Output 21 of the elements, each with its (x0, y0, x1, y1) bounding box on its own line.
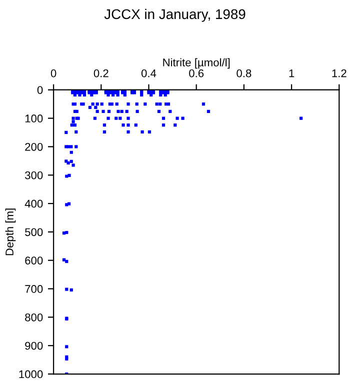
y-tick-label: 900 (25, 342, 43, 350)
x-tick-label: 1 (289, 69, 294, 78)
x-axis-title: Nitrite [µmol/l] (163, 58, 230, 69)
x-tick-label: 0 (50, 69, 56, 78)
y-tick-label: 100 (25, 114, 43, 122)
chart-title: JCCX in January, 1989 (104, 8, 246, 22)
y-tick-label: 500 (25, 228, 43, 236)
x-tick-label: 0.4 (141, 69, 156, 78)
y-tick-label: 700 (25, 285, 43, 293)
x-tick-label: 0.2 (94, 69, 108, 78)
y-tick-label: 600 (25, 256, 43, 264)
y-tick-label: 200 (25, 142, 43, 151)
x-tick-label: 0.6 (189, 69, 204, 78)
y-tick-label: 400 (24, 200, 43, 208)
y-tick-label: 0 (37, 86, 43, 94)
y-axis-title: Depth [m] (5, 208, 16, 256)
y-tick-label: 1000 (19, 370, 43, 378)
x-tick-label: 0.8 (236, 69, 252, 78)
x-tick-label: 1.2 (332, 69, 346, 78)
y-tick-label: 800 (25, 313, 43, 322)
y-tick-label: 300 (25, 171, 43, 180)
